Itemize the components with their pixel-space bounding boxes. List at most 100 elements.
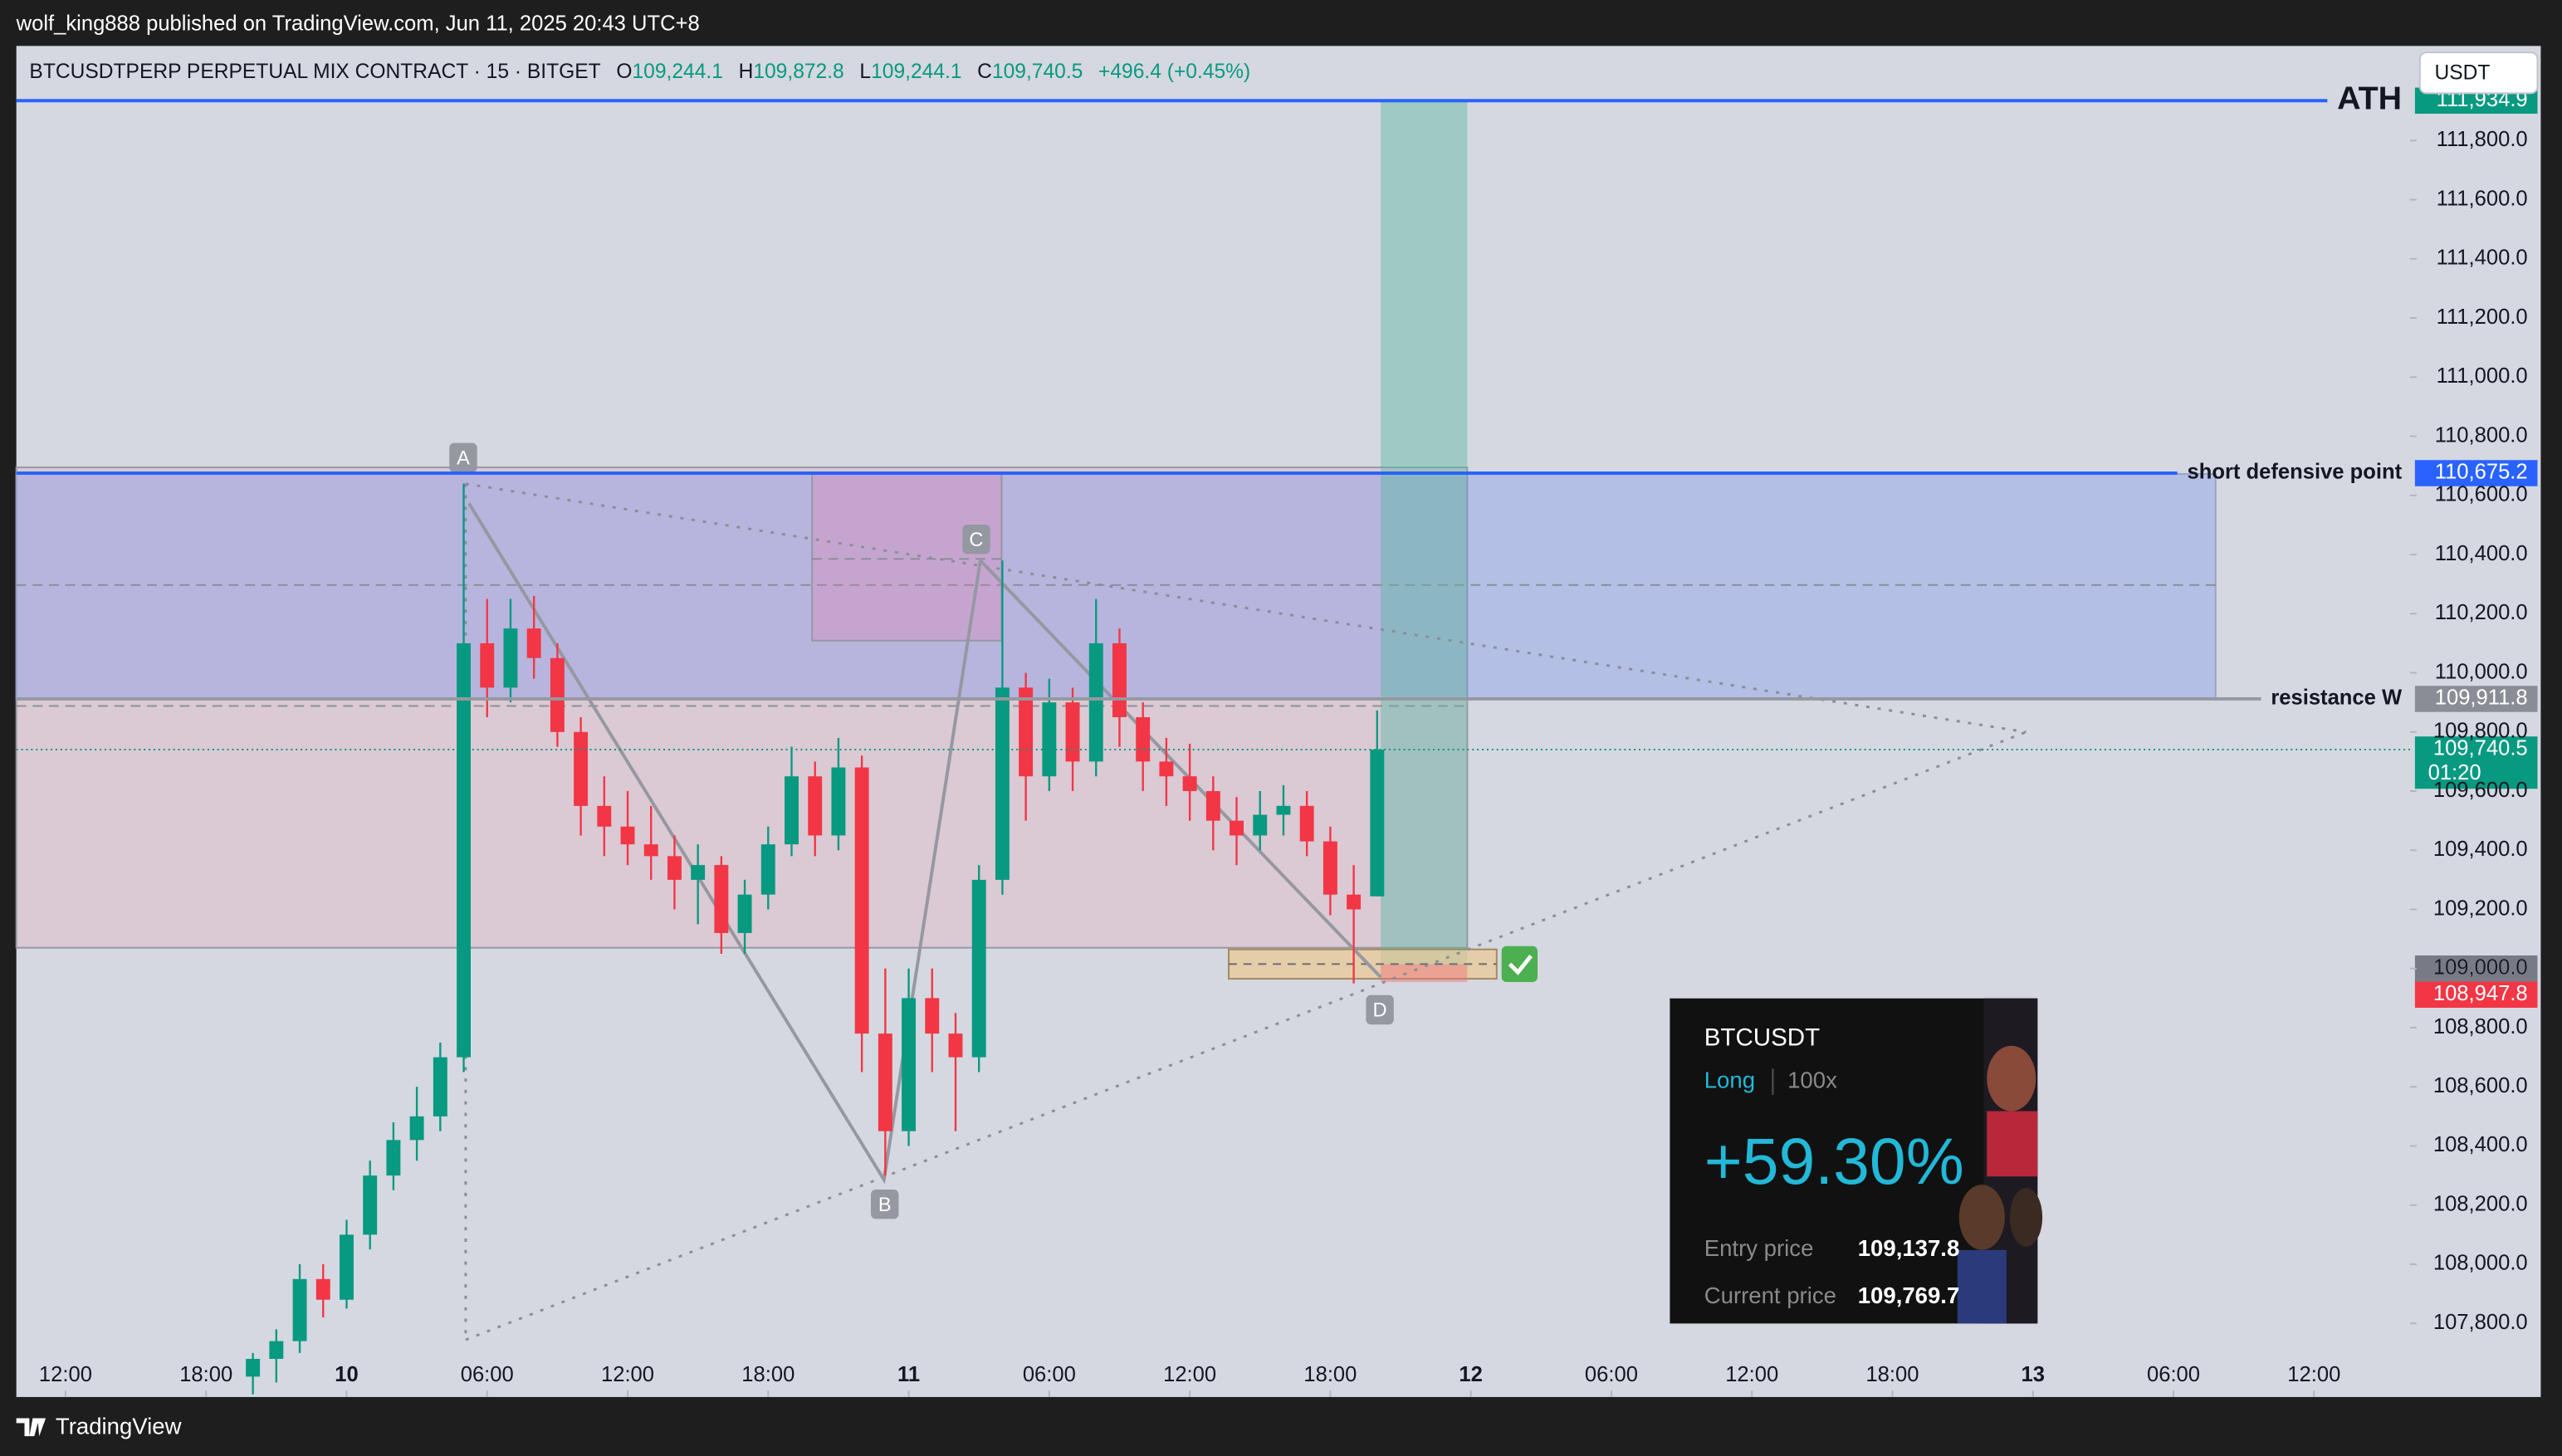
ohlc-value: 109,740.5: [992, 60, 1083, 82]
y-tick-label: 110,600.0: [2435, 483, 2528, 506]
label-box: [871, 1189, 899, 1219]
level-text: ATH: [2337, 81, 2402, 117]
candle-body: [760, 844, 775, 895]
price-label-text: 109,740.5: [2433, 737, 2528, 760]
pattern-label: B: [878, 1195, 892, 1216]
ohlc-value: 109,872.8: [753, 60, 843, 82]
y-tick-label: 109,200.0: [2433, 897, 2528, 920]
c-box: [811, 472, 1003, 642]
candle-body: [480, 642, 495, 688]
candle-body: [433, 1057, 447, 1116]
candle-body: [971, 879, 986, 1058]
candle-body: [737, 894, 752, 934]
candle-body: [714, 865, 729, 934]
current-label: Current price: [1704, 1283, 1836, 1308]
price-label: [2414, 736, 2538, 789]
candle-body: [785, 776, 799, 845]
ohlc-key: H: [739, 60, 754, 82]
price-label-text: 109,000.0: [2433, 956, 2528, 980]
triangle-line: [465, 482, 2027, 734]
candle-body: [1065, 702, 1080, 762]
x-tick-label: 06:00: [1023, 1363, 1076, 1386]
price-label: [2414, 981, 2538, 1008]
candle-body: [1323, 841, 1337, 895]
triangle-line: [465, 730, 2027, 1341]
price-label-text: 109,911.8: [2435, 686, 2528, 710]
y-tick-label: 108,800.0: [2433, 1015, 2528, 1038]
y-tick-label: 109,000.0: [2433, 956, 2528, 980]
footer: TradingView: [16, 1414, 182, 1439]
candle-body: [854, 767, 869, 1034]
stop-box: [1381, 964, 1468, 983]
candle-body: [315, 1278, 330, 1300]
candle-body: [902, 998, 917, 1131]
candle-body: [269, 1341, 284, 1359]
plot-background: [16, 46, 2541, 1397]
candle-body: [1230, 820, 1244, 836]
x-tick-label: 12:00: [601, 1363, 654, 1386]
level-text: resistance W: [2271, 686, 2403, 710]
card-art: [2009, 1188, 2043, 1247]
candle-body: [1042, 702, 1057, 777]
drawings: [15, 101, 2217, 1341]
range-box: [15, 467, 1469, 949]
card-art: [1957, 1249, 2007, 1324]
y-tick-label: 108,000.0: [2433, 1252, 2528, 1275]
candle-body: [363, 1175, 378, 1235]
y-tick-label: 108,200.0: [2433, 1192, 2528, 1215]
candle-body: [503, 628, 518, 688]
currency-button[interactable]: [2418, 51, 2539, 95]
y-tick-label: 111,400.0: [2437, 247, 2528, 270]
ohlc-value: 109,244.1: [633, 60, 723, 82]
x-tick-label: 18:00: [179, 1363, 232, 1386]
candle-body: [1159, 761, 1174, 777]
x-tick-label: 10: [335, 1363, 358, 1386]
candle-body: [1347, 894, 1362, 910]
y-tick-label: 111,000.0: [2437, 364, 2528, 388]
candle-body: [1253, 814, 1268, 836]
candles: [246, 483, 1385, 1395]
candle-body: [691, 865, 706, 880]
candle-body: [948, 1033, 963, 1058]
price-label-text: 108,947.8: [2433, 982, 2528, 1005]
symbol: BTCUSDTPERP PERPETUAL MIX CONTRACT · 15 …: [29, 60, 600, 82]
ohlc-key: O: [616, 60, 632, 82]
entry-price: 109,137.8: [1858, 1235, 1960, 1261]
y-tick-label: 111,200.0: [2437, 305, 2528, 329]
price-label: [2414, 460, 2538, 486]
x-tick-label: 18:00: [741, 1363, 795, 1386]
candle-body: [574, 731, 589, 806]
candle-body: [1112, 642, 1127, 717]
candle-body: [620, 826, 635, 845]
label-box: [1366, 994, 1394, 1025]
card-leverage: 100x: [1787, 1067, 1837, 1092]
entry-label: Entry price: [1704, 1235, 1814, 1261]
candle-body: [386, 1140, 401, 1176]
countdown: 01:20: [2428, 761, 2481, 784]
candle-body: [597, 805, 612, 827]
axes: 107,800.0 108,000.0 108,200.0 108,400.0 108,…: [39, 128, 2528, 1397]
abcd-pattern: [467, 502, 1382, 1185]
candle-body: [808, 776, 823, 836]
price-label-text: 110,675.2: [2435, 461, 2528, 484]
y-tick-label: 111,800.0: [2437, 128, 2528, 151]
x-tick-label: 06:00: [461, 1363, 514, 1386]
current-price: 109,769.7: [1858, 1283, 1960, 1308]
y-tick-label: 109,400.0: [2433, 838, 2528, 861]
y-tick-label: 109,600.0: [2433, 779, 2528, 802]
y-tick-label: 108,600.0: [2433, 1074, 2528, 1097]
y-tick-label: 110,200.0: [2435, 601, 2528, 624]
ohlc-value: 109,244.1: [871, 60, 961, 82]
ohlc-key: L: [859, 60, 871, 82]
candle-body: [1019, 687, 1034, 777]
price-label: [2414, 686, 2538, 712]
x-tick-label: 11: [897, 1363, 920, 1386]
candle-body: [246, 1358, 261, 1377]
candle-body: [409, 1116, 424, 1141]
x-tick-label: 12:00: [1163, 1363, 1216, 1386]
x-tick-label: 06:00: [2147, 1363, 2200, 1386]
pattern-label: D: [1373, 1000, 1387, 1022]
